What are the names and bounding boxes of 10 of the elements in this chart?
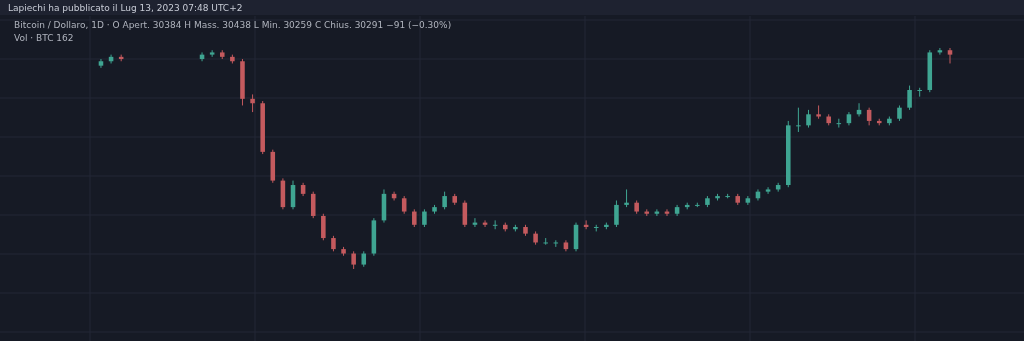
candlestick	[907, 85, 912, 111]
chart-title: Lapiechi ha pubblicato il Lug 13, 2023 07:48 UTC+2	[8, 3, 243, 13]
candlestick	[321, 213, 326, 241]
candlestick	[765, 186, 771, 195]
text: Vol · BTC 162	[14, 33, 74, 43]
chart-subtitle: Bitcoin / Dollaro, 1D · O Apert. 30384 H Mass. 30438 L Min. 30259 C Chius. 30291 −91 (−0.30%)	[14, 20, 452, 30]
candlestick	[796, 107, 801, 133]
candlestick	[310, 191, 316, 219]
candlestick	[947, 47, 953, 64]
candlestick	[614, 199, 619, 228]
